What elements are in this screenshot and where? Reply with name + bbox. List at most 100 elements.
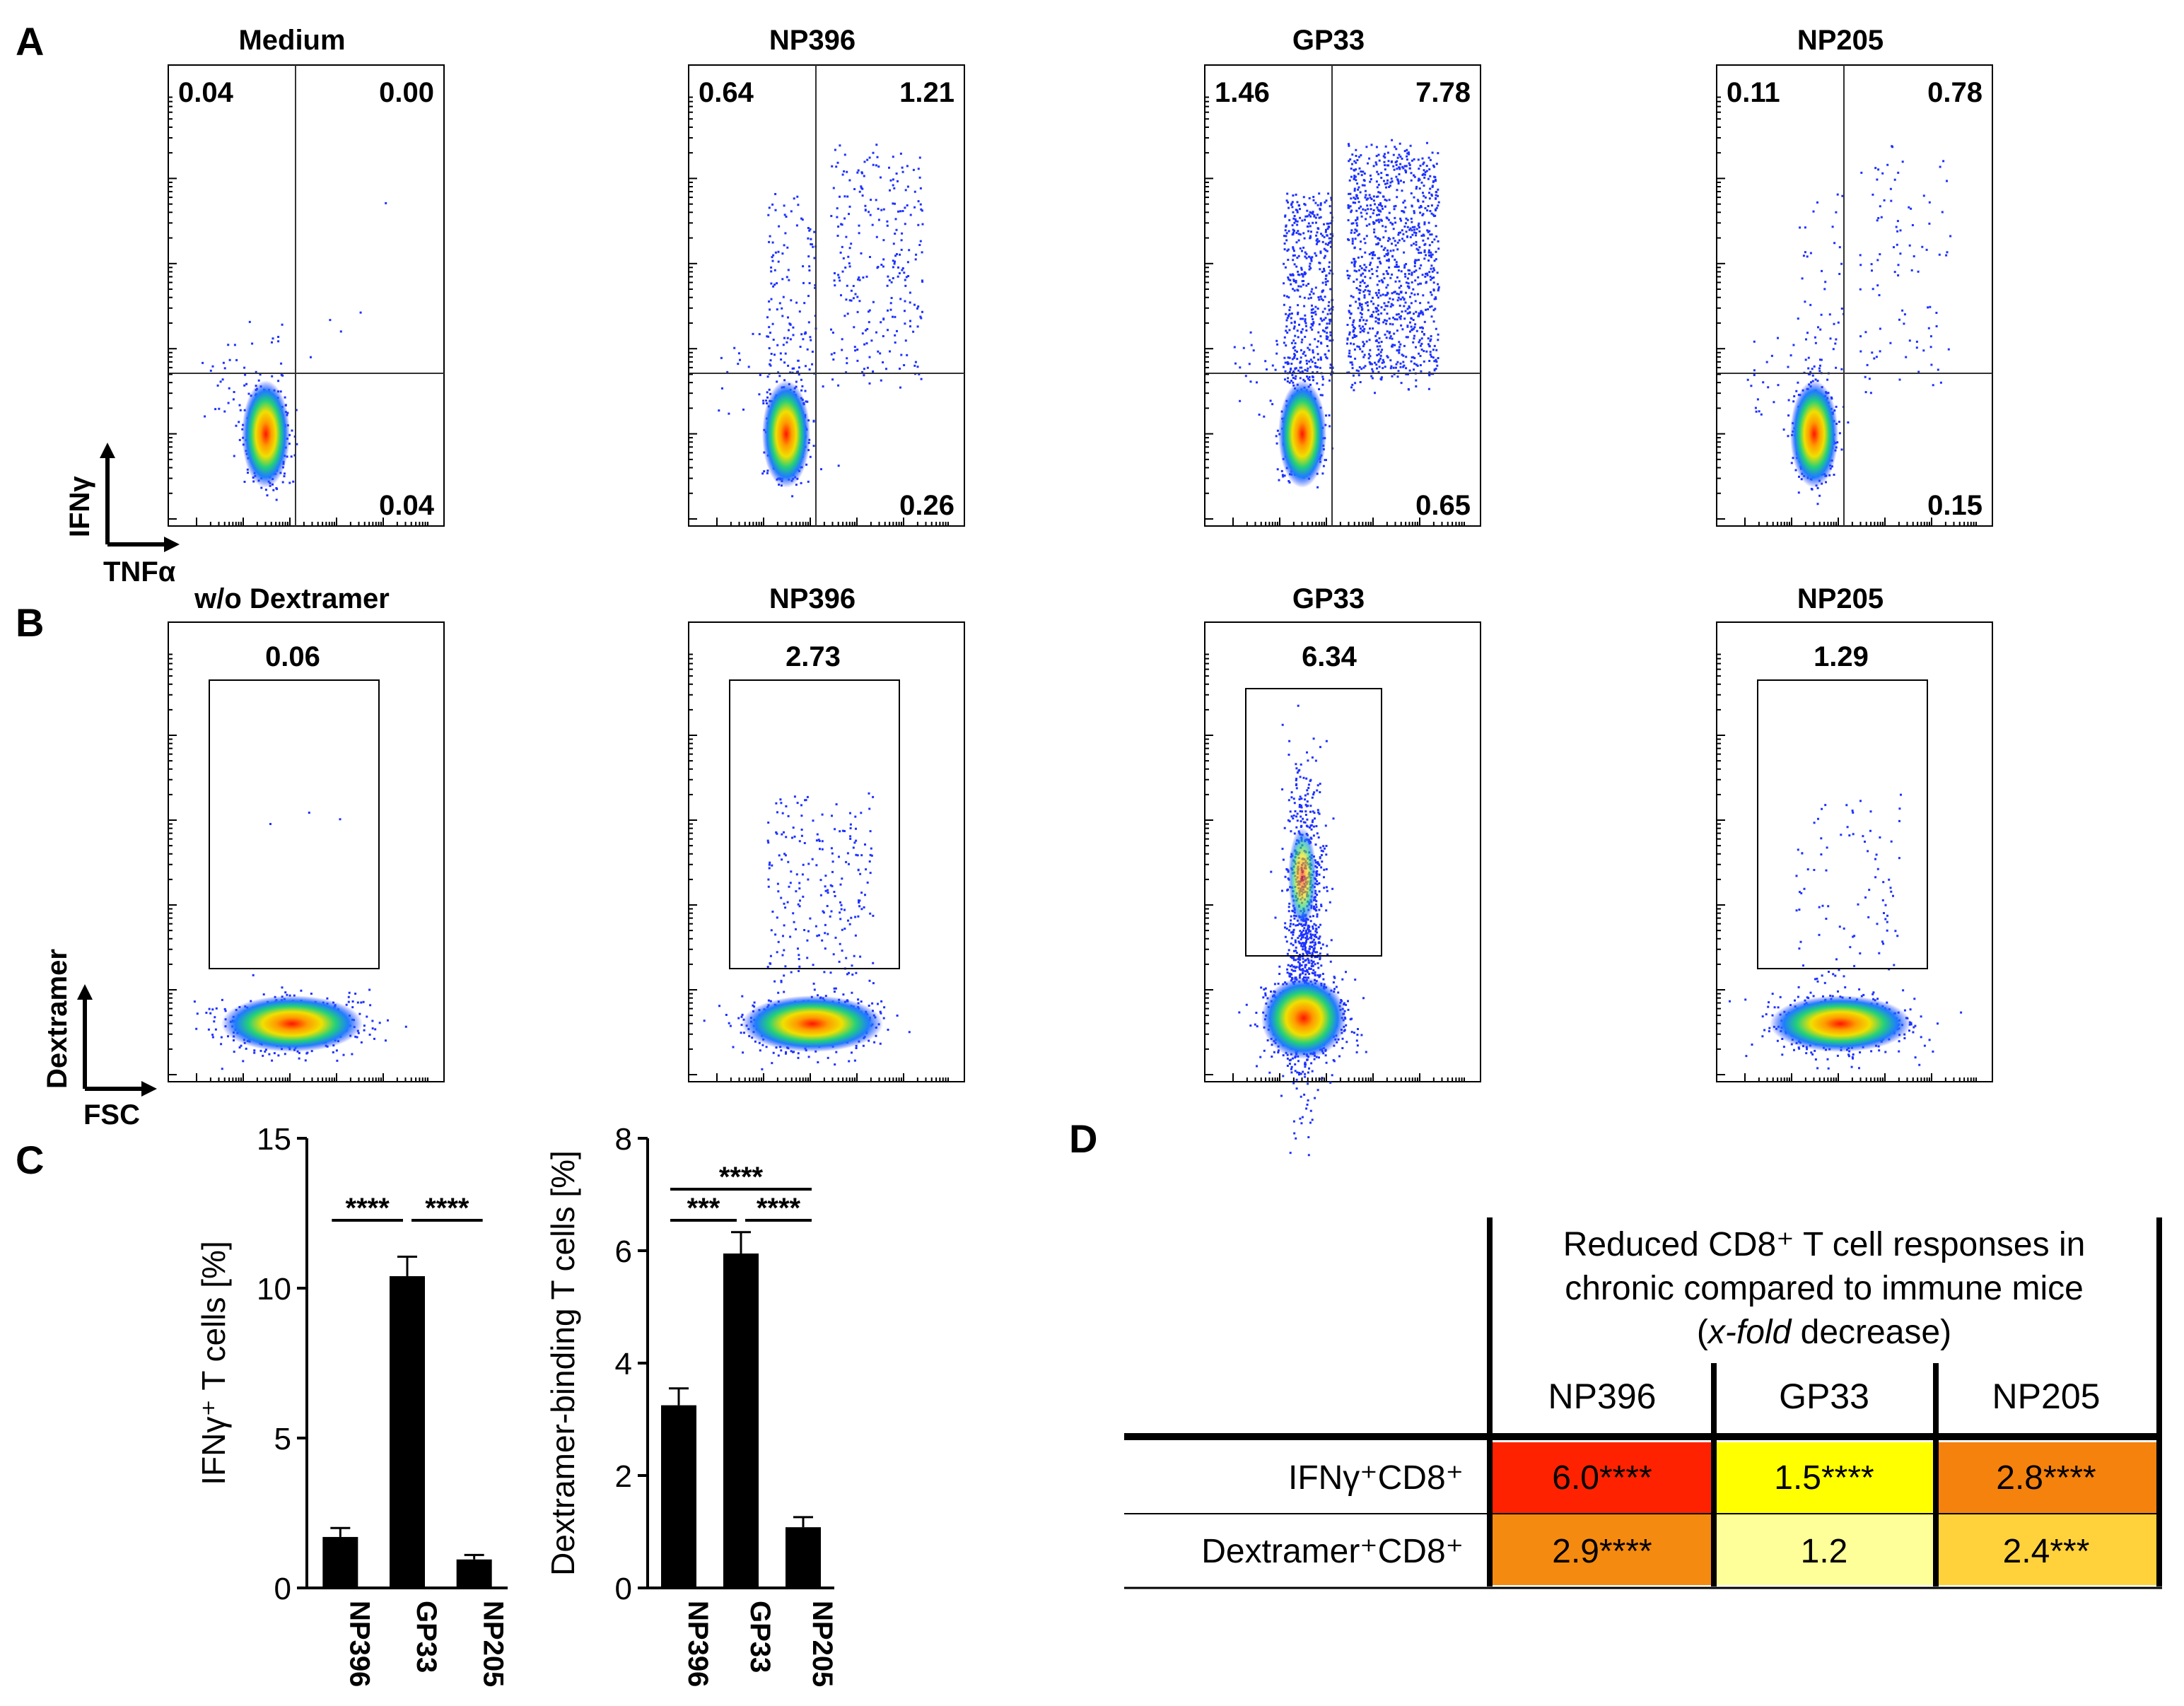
y-tick-label: 2 (615, 1459, 632, 1494)
flow-plot-a-2: NP396 0.64 1.21 0.26 (688, 25, 965, 527)
chart-ifng: 0 5 10 15 IFNγ⁺ T cells [%] NP396 GP33 NP205 ***… (195, 1122, 509, 1687)
panel-b-axis-key: Dextramer FSC (42, 949, 157, 1130)
flow-plot-a-3: GP33 1.46 7.78 0.65 (1204, 25, 1481, 527)
row-label-dextramer: Dextramer⁺CD8⁺ (1201, 1533, 1464, 1570)
bar-np205 (786, 1527, 821, 1588)
plot-title: GP33 (1292, 25, 1365, 56)
flow-plot-b-1: w/o Dextramer 0.06 (168, 583, 445, 1082)
quadrant-upper-left-value: 0.04 (178, 77, 234, 108)
gate-box (729, 679, 900, 969)
plot-frame (168, 64, 445, 527)
cell-ifng-np205 (1939, 1442, 2156, 1513)
y-tick-label: 6 (615, 1234, 632, 1269)
quadrant-upper-right-value: 1.21 (899, 77, 954, 108)
gate-box (1757, 679, 1928, 969)
quadrant-upper-left-value: 1.46 (1215, 77, 1270, 108)
quadrant-lower-right-value: 0.26 (899, 490, 954, 521)
plot-title: NP396 (769, 25, 856, 56)
panel-a-x-axis-label: TNFα (103, 556, 176, 588)
plot-title: NP205 (1797, 583, 1884, 614)
y-tick-label: 0 (274, 1572, 291, 1606)
value-dex-np396: 2.9**** (1552, 1533, 1652, 1570)
bar-gp33 (390, 1276, 425, 1588)
bar-np396 (322, 1536, 358, 1588)
panel-b-y-axis-label: Dextramer (42, 949, 73, 1089)
y-tick-label: 15 (257, 1122, 291, 1157)
y-axis-label: Dextramer-binding T cells [%] (544, 1150, 581, 1576)
table-heading-line1: Reduced CD8⁺ T cell responses in (1563, 1226, 2086, 1263)
y-axis-label: IFNγ⁺ T cells [%] (195, 1241, 232, 1485)
summary-table: NP396 GP33 NP205 IFNγ⁺CD8⁺ Dextramer⁺CD8… (1124, 1217, 2162, 1589)
gate-box (209, 679, 380, 969)
bar-np396 (661, 1405, 696, 1588)
plot-title: Medium (238, 25, 345, 56)
quadrant-upper-right-value: 7.78 (1415, 77, 1471, 108)
dense-population (221, 995, 363, 1052)
x-tick-label: GP33 (411, 1601, 442, 1673)
flow-plot-b-3: GP33 6.34 (1204, 583, 1481, 1157)
value-ifng-gp33: 1.5**** (1774, 1459, 1874, 1497)
gate-value: 6.34 (1302, 641, 1357, 672)
plot-title: NP205 (1797, 25, 1884, 56)
y-tick-label: 8 (615, 1122, 632, 1157)
plot-frame (688, 64, 965, 527)
quadrant-upper-right-value: 0.78 (1927, 77, 1982, 108)
x-tick-label: GP33 (744, 1601, 776, 1673)
x-tick-label: NP396 (344, 1601, 375, 1687)
dense-population (1261, 977, 1346, 1059)
cell-ifng-gp33 (1717, 1442, 1933, 1513)
panel-b-x-axis-label: FSC (83, 1099, 140, 1130)
y-tick-label: 5 (274, 1422, 291, 1456)
panel-a-axis-key: IFNγ TNFα (64, 443, 180, 588)
plot-title: NP396 (769, 583, 856, 614)
table-heading-line3: (x-fold decrease) (1492, 1311, 2156, 1355)
dense-population (742, 995, 883, 1052)
y-tick-label: 10 (257, 1272, 291, 1307)
plot-frame (1204, 64, 1481, 527)
col-head-np205: NP205 (1992, 1377, 2101, 1416)
y-tick-label: 0 (615, 1572, 632, 1606)
significance-label: *** (687, 1193, 720, 1224)
bar-gp33 (723, 1253, 759, 1588)
dense-population (242, 380, 290, 488)
panel-c-letter: C (16, 1138, 44, 1182)
quadrant-lower-right-value: 0.04 (379, 490, 435, 521)
cell-dex-np205 (1939, 1514, 2156, 1585)
plot-frame (1716, 64, 1993, 527)
gate-value: 2.73 (786, 641, 841, 672)
panel-b-letter: B (16, 600, 44, 645)
flow-plot-b-4: NP205 1.29 (1716, 583, 1993, 1082)
chart-dextramer: 0 2 4 6 8 Dextramer-binding T cells [%] NP396 G… (544, 1122, 838, 1687)
table-heading: Reduced CD8⁺ T cell responses in chronic… (1492, 1223, 2156, 1355)
col-head-np396: NP396 (1548, 1377, 1657, 1416)
value-ifng-np205: 2.8**** (1996, 1459, 2096, 1497)
dense-population (762, 380, 810, 488)
dense-population (1790, 380, 1838, 488)
value-ifng-np396: 6.0**** (1552, 1459, 1652, 1497)
x-tick-label: NP205 (478, 1601, 509, 1687)
heading-italic: x-fold (1707, 1314, 1792, 1351)
bar-np205 (456, 1559, 492, 1588)
dense-population (1770, 995, 1911, 1052)
panel-a-y-axis-label: IFNγ (64, 476, 95, 537)
dextramer-positive-population (1288, 827, 1316, 926)
heading-rest: decrease) (1791, 1314, 1952, 1351)
plot-title: w/o Dextramer (194, 583, 390, 614)
significance-label: **** (425, 1193, 469, 1224)
significance-label: **** (757, 1193, 801, 1224)
flow-plot-a-4: NP205 0.11 0.78 0.15 (1716, 25, 1993, 527)
quadrant-lower-right-value: 0.65 (1415, 490, 1471, 521)
value-dex-gp33: 1.2 (1801, 1533, 1848, 1570)
quadrant-lower-right-value: 0.15 (1927, 490, 1982, 521)
table-heading-line2: chronic compared to immune mice (1565, 1270, 2084, 1307)
col-head-gp33: GP33 (1779, 1377, 1869, 1416)
significance-label: **** (346, 1193, 390, 1224)
quadrant-upper-left-value: 0.11 (1727, 77, 1780, 108)
y-tick-label: 4 (615, 1347, 632, 1381)
cell-dex-np396 (1493, 1514, 1711, 1585)
panel-a-letter: A (16, 19, 44, 64)
panel-d-letter: D (1069, 1116, 1097, 1161)
heading-open: ( (1696, 1314, 1708, 1351)
